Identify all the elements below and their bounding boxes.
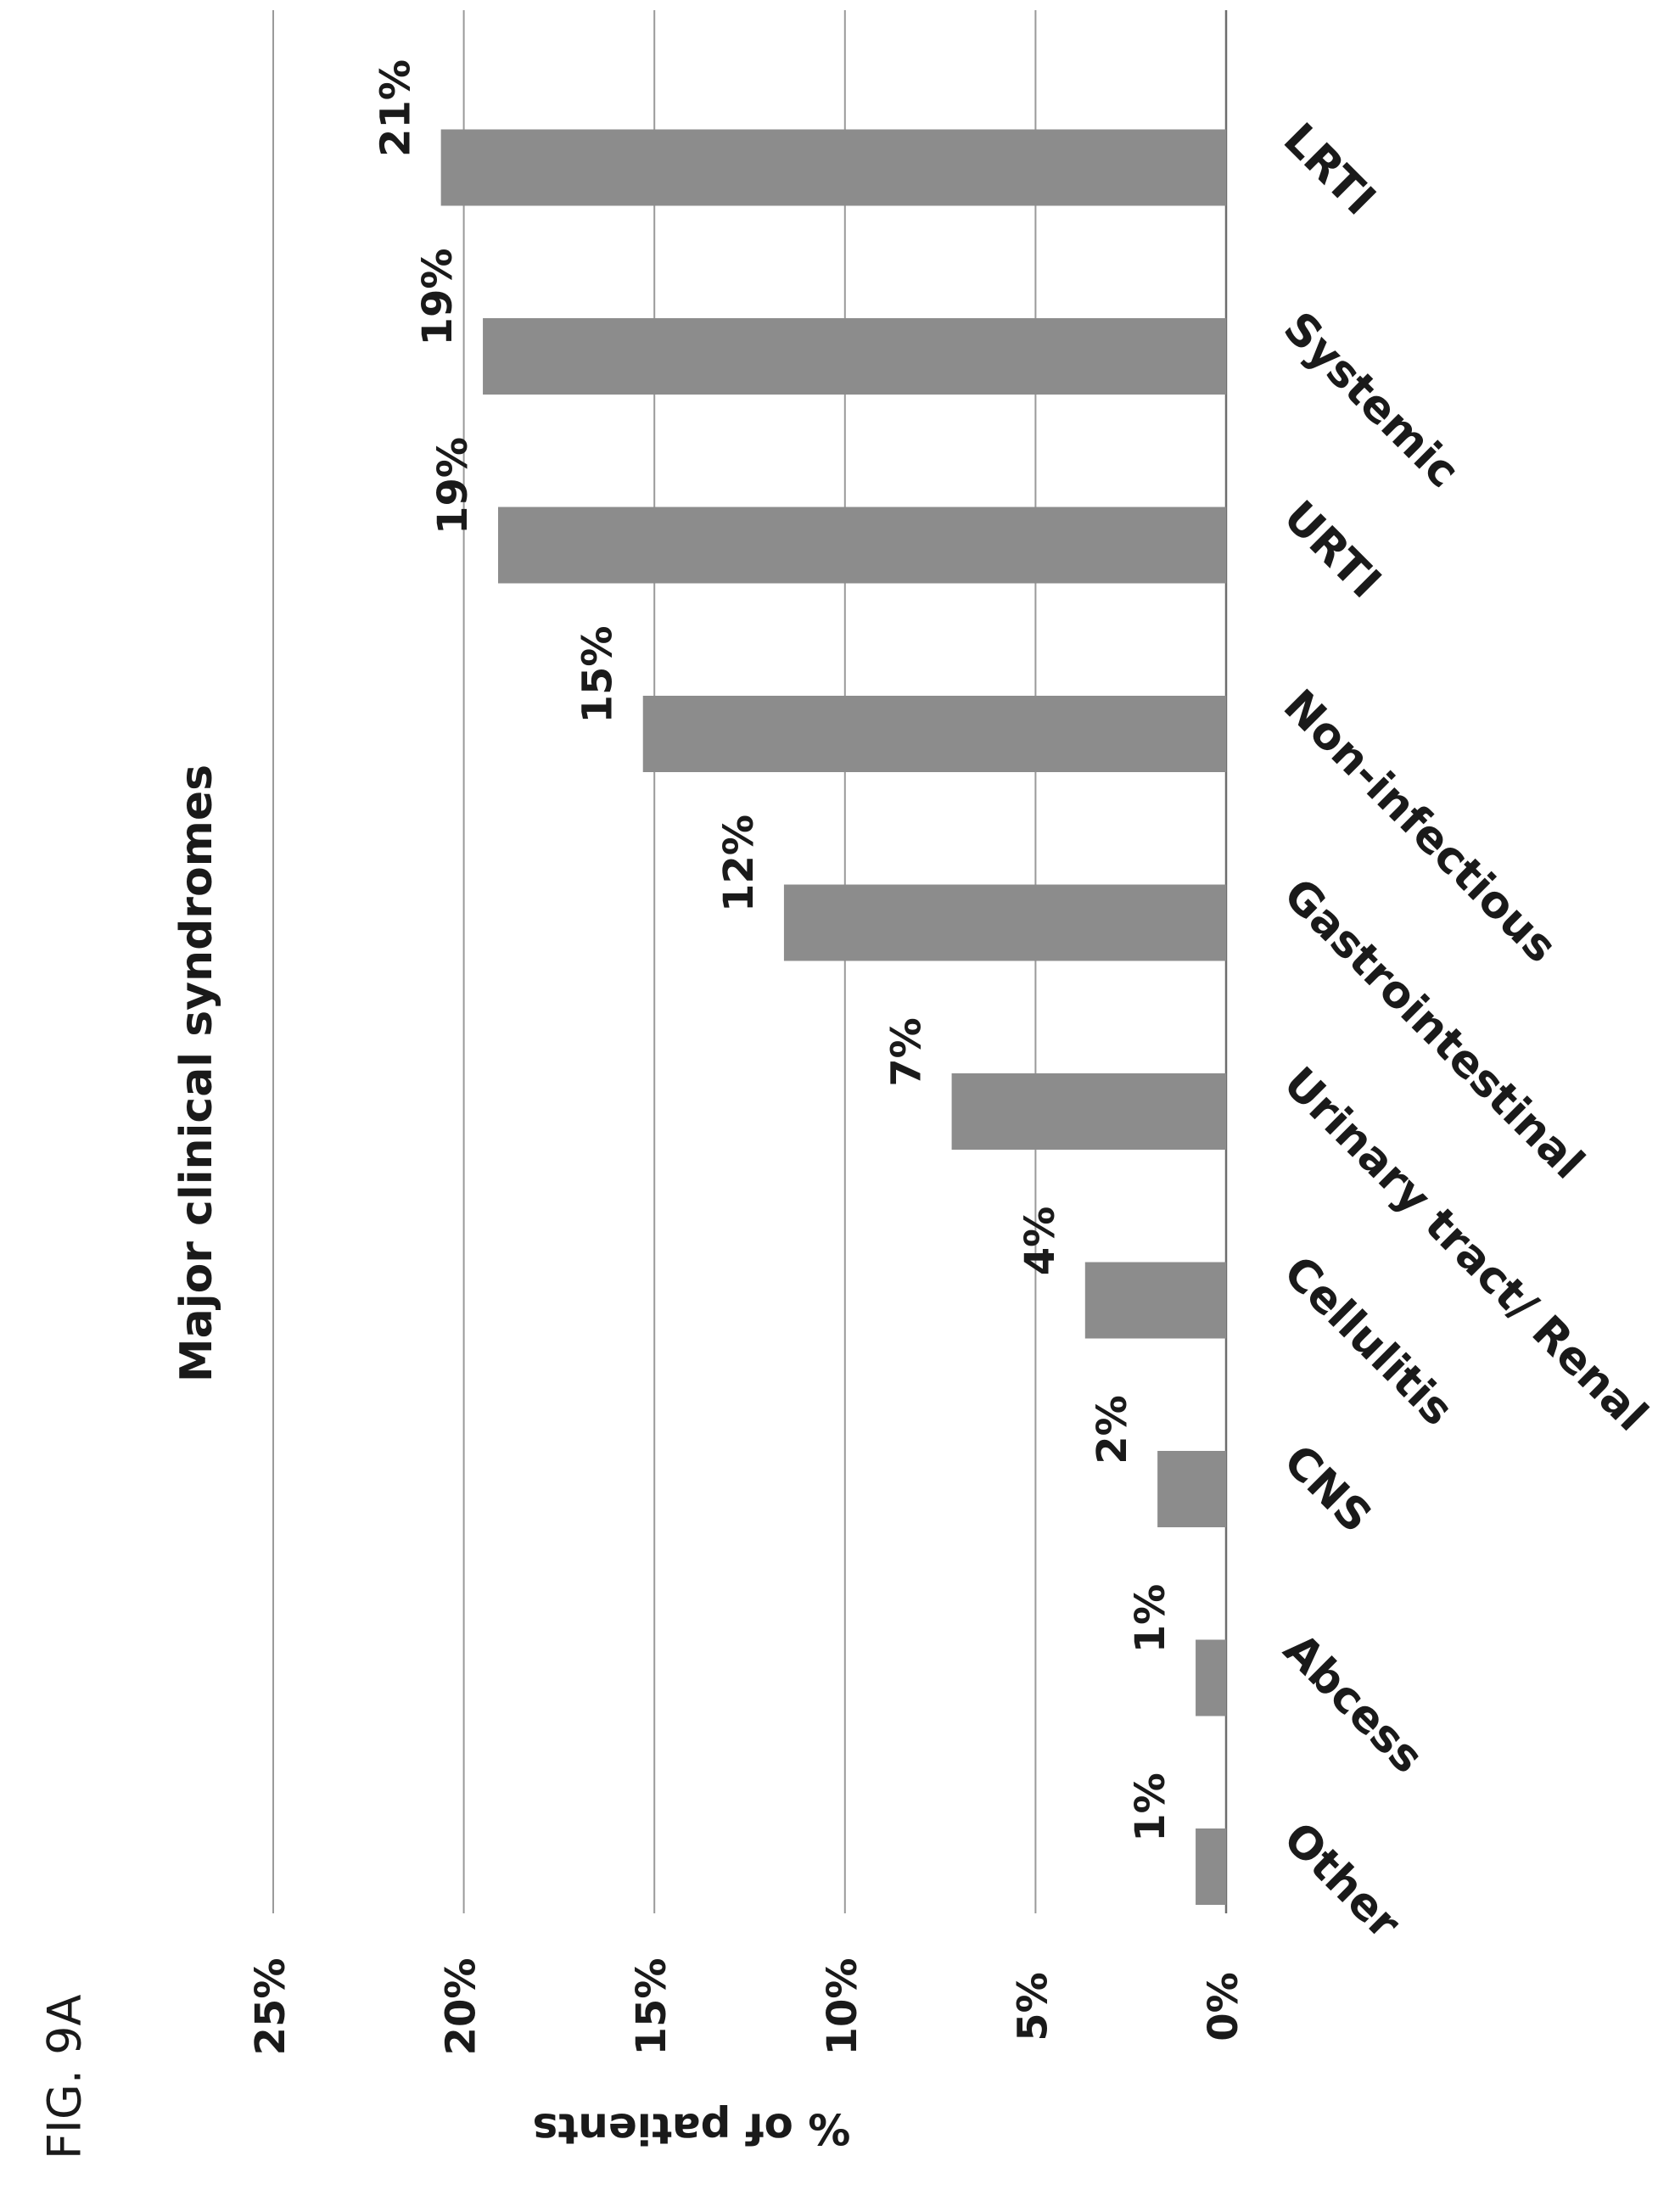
figure-label: FIG. 9A (38, 1994, 92, 2159)
y-tick-label: 5% (1009, 1972, 1056, 2041)
y-tick-label: 25% (247, 1958, 294, 2056)
bar (1196, 1828, 1226, 1905)
data-label: 1% (1127, 1772, 1174, 1842)
data-label: 1% (1127, 1584, 1174, 1654)
data-label: 21% (372, 59, 420, 157)
data-label: 12% (715, 815, 763, 912)
category-label: CNS (1274, 1436, 1381, 1543)
data-label: 4% (1017, 1207, 1064, 1276)
bar (483, 318, 1226, 395)
category-label: Abcess (1274, 1624, 1433, 1784)
category-label: Systemic (1274, 303, 1469, 498)
y-tick-labels: 0% 5% 10% 15% 20% 25% (247, 1958, 1247, 2056)
data-label: 19% (429, 437, 477, 535)
bar (1196, 1639, 1226, 1716)
category-label: URTI (1274, 491, 1391, 608)
chart-title: Major clinical syndromes (171, 764, 222, 1382)
category-label: LRTI (1274, 114, 1385, 225)
data-label: 7% (883, 1017, 931, 1087)
bar (1157, 1451, 1226, 1527)
category-label: Urinary tract/ Renal (1274, 1058, 1657, 1442)
bar (951, 1073, 1226, 1150)
data-labels: 1% 1% 2% 4% 7% 12% 15% 19% 19% 21% (372, 59, 1174, 1842)
category-label: Other (1274, 1813, 1410, 1950)
bar (1084, 1262, 1226, 1339)
bar (783, 884, 1226, 961)
data-label: 19% (414, 249, 462, 346)
category-label: Cellulitis (1274, 1246, 1463, 1436)
data-label: 2% (1089, 1395, 1136, 1464)
bar (440, 129, 1226, 206)
bar (642, 696, 1226, 772)
y-axis-title: % of patients (533, 2104, 851, 2153)
y-tick-label: 20% (438, 1958, 485, 2056)
bars (440, 129, 1226, 1905)
bar (498, 507, 1226, 584)
y-tick-label: 15% (628, 1958, 675, 2056)
y-tick-label: 10% (819, 1958, 866, 2056)
y-tick-label: 0% (1200, 1972, 1247, 2041)
data-label: 15% (574, 626, 622, 724)
